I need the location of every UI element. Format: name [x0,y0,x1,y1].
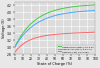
LiNiCoAlO2 (NCA) 3.0-4.2V [58,14,59,15]
LiNiMnCoO2 (NMC) 3.0-4.2V [53,10,54,11]
LiNiMnCoO2 (NMC) 3.0-4.2V [58,9,59,10]
LiNiMnCoO2 (NMC) 3.0-4.2V [95,4,96,5]
LiFePO4 (LFP) 2.5-3.65V [53,34,54,35]
LiNiCoAlO2 (NCA) 3.0-4.2V [80,11,81,12]
X-axis label: State of Charge (%): State of Charge (%) [37,62,73,66]
LiNiMnCoO2 (NMC) 3.0-4.2V [14,47,15,48]
LiFePO4 (LFP) 2.5-3.65V [62,33,63,34]
Line: LiFePO4 (LFP) 2.5-3.65V: LiFePO4 (LFP) 2.5-3.65V [15,32,95,52]
Y-axis label: Voltage (V): Voltage (V) [2,18,6,38]
LiNiCoAlO2 (NCA) 3.0-4.2V [95,10,96,11]
LiFePO4 (LFP) 2.5-3.65V [93,32,94,33]
LiFePO4 (LFP) 2.5-3.65V [52,34,54,35]
LiFePO4 (LFP) 2.5-3.65V [14,52,15,53]
Line: LiNiCoAlO2 (NCA) 3.0-4.2V: LiNiCoAlO2 (NCA) 3.0-4.2V [15,11,95,47]
LiNiCoAlO2 (NCA) 3.0-4.2V [14,47,15,48]
LiFePO4 (LFP) 2.5-3.65V [80,32,81,33]
LiNiMnCoO2 (NMC) 3.0-4.2V [62,8,63,9]
LiNiCoAlO2 (NCA) 3.0-4.2V [62,13,63,14]
Line: LiNiMnCoO2 (NMC) 3.0-4.2V: LiNiMnCoO2 (NMC) 3.0-4.2V [15,5,95,47]
Legend: LiNiMnCoO2 (NMC) 3.0-4.2V, LiNiCoAlO2 (NCA) 3.0-4.2V, LiFePO4 (LFP) 2.5-3.65V: LiNiMnCoO2 (NMC) 3.0-4.2V, LiNiCoAlO2 (N… [57,45,95,54]
LiNiCoAlO2 (NCA) 3.0-4.2V [93,10,94,11]
LiNiCoAlO2 (NCA) 3.0-4.2V [52,16,54,17]
LiFePO4 (LFP) 2.5-3.65V [95,32,96,33]
